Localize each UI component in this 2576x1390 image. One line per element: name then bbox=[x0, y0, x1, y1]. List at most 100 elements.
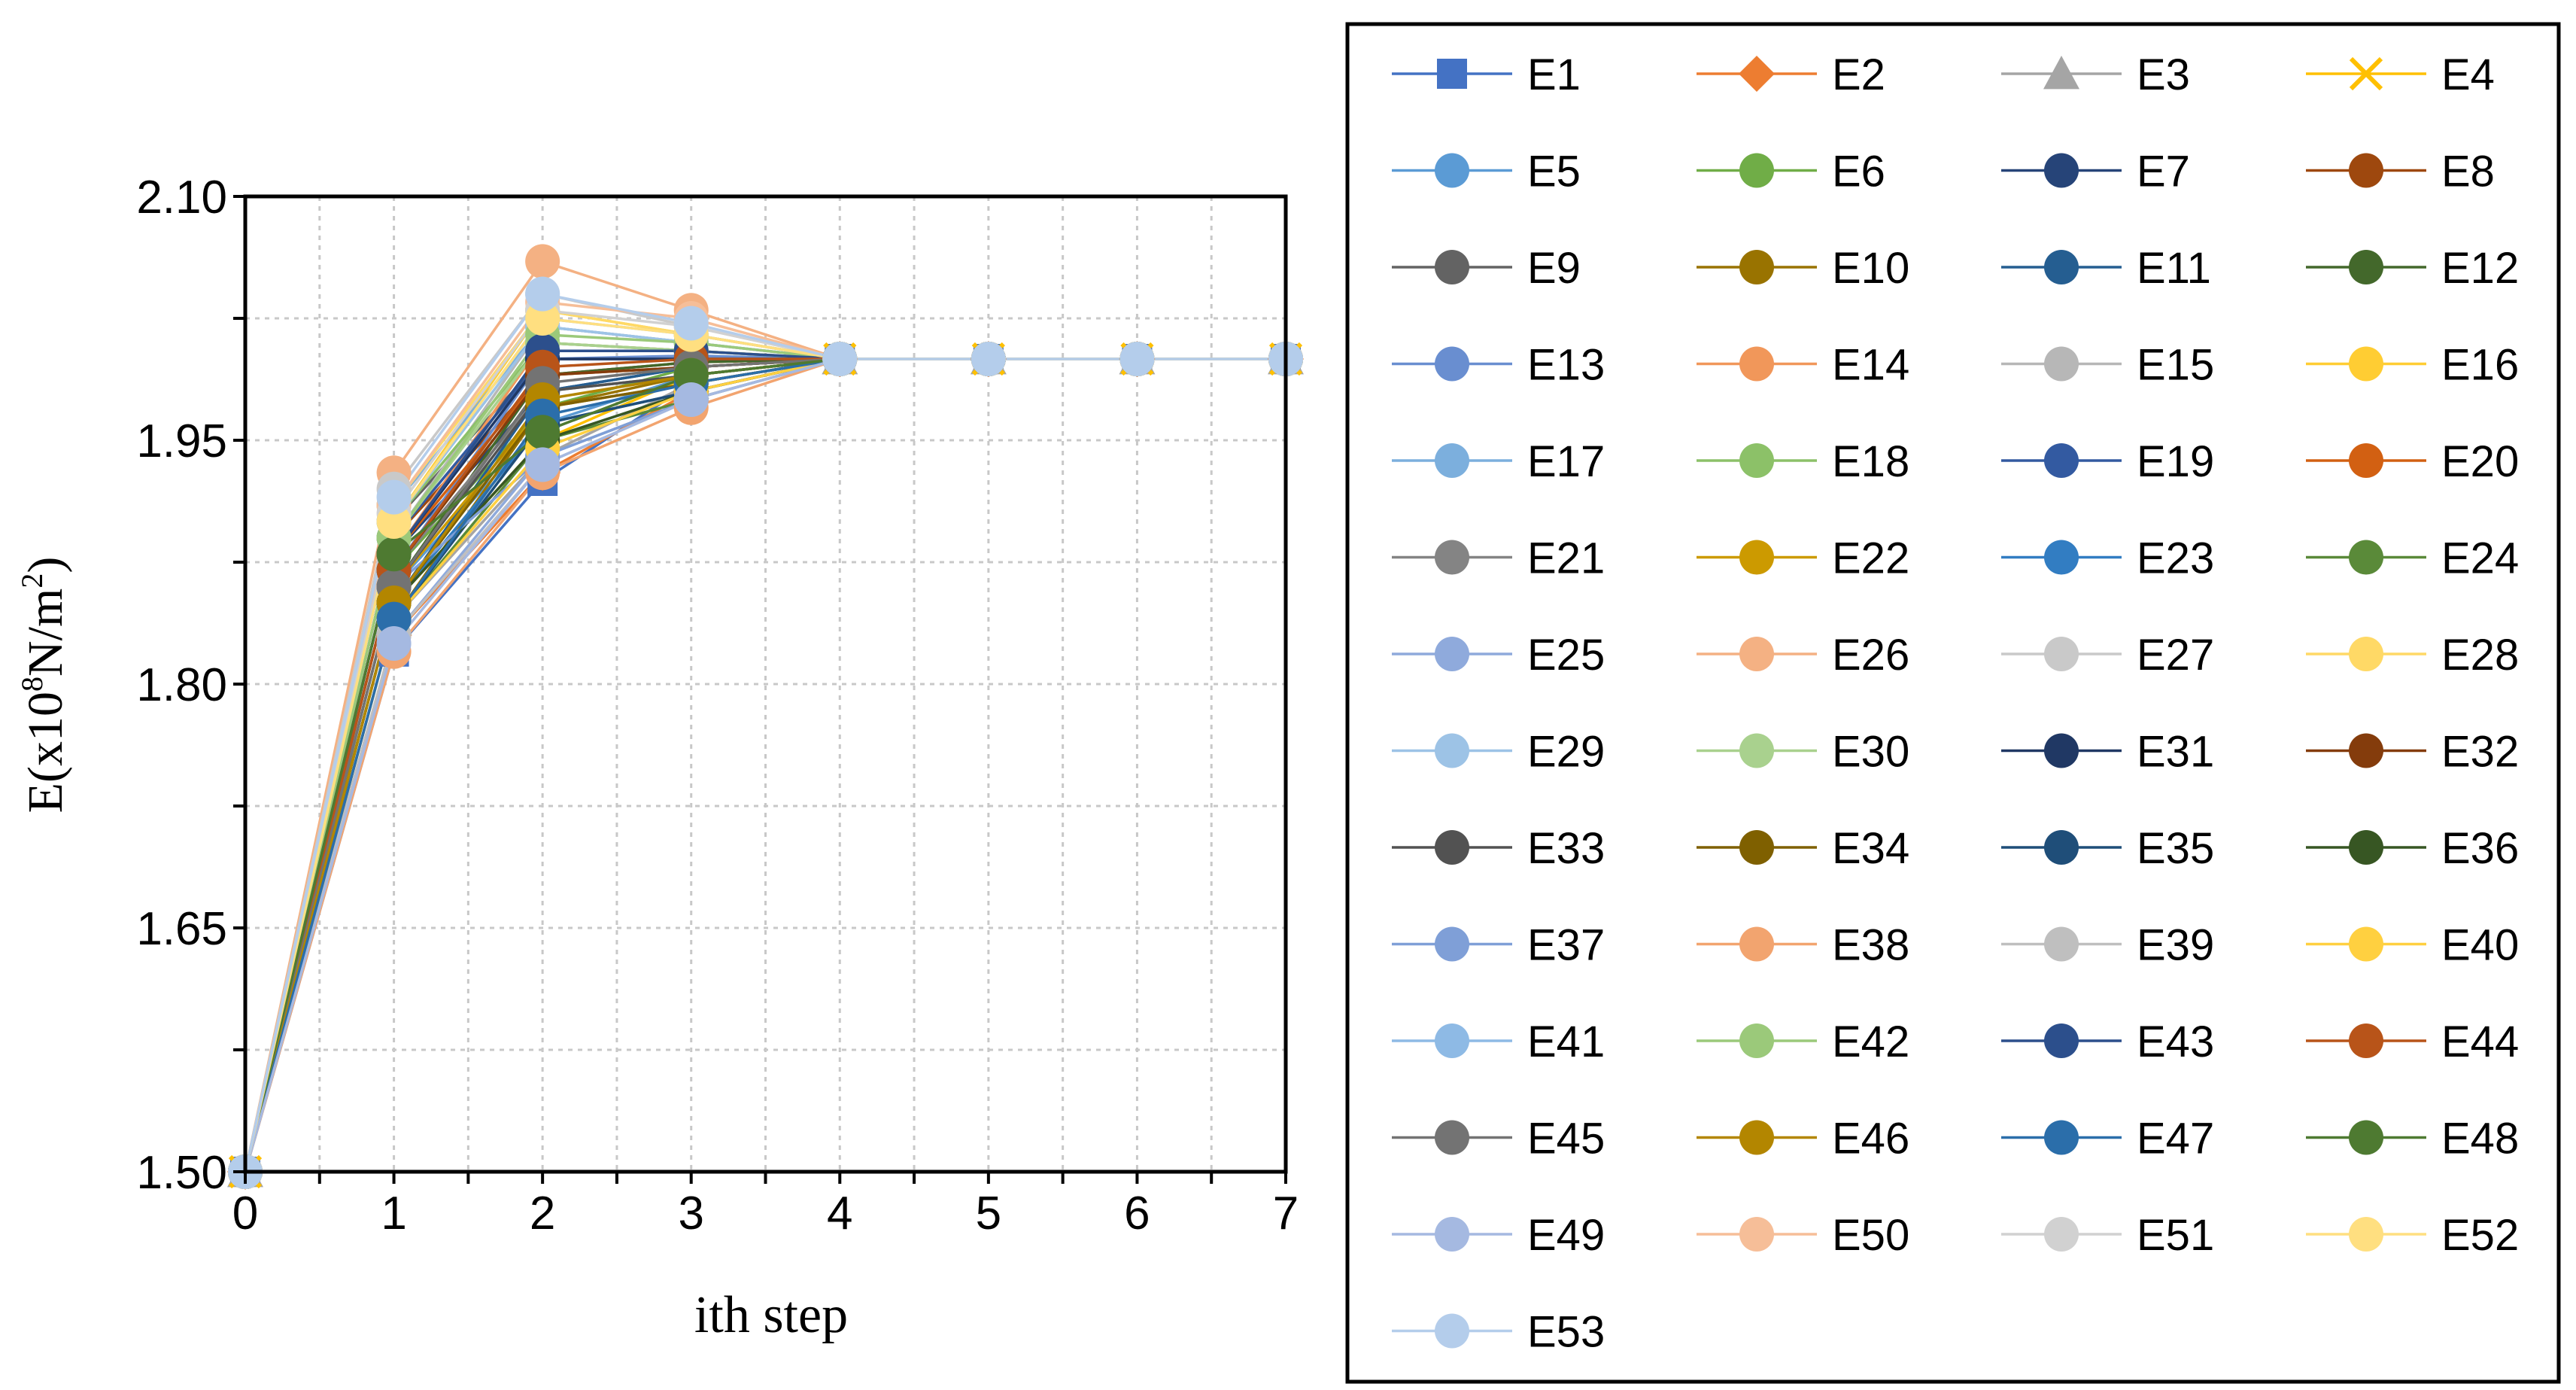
series-marker bbox=[2349, 733, 2383, 768]
legend-item: E1 bbox=[1392, 50, 1581, 99]
legend-label: E42 bbox=[1832, 1017, 1909, 1066]
legend-label: E43 bbox=[2137, 1017, 2214, 1066]
legend-item: E27 bbox=[2001, 631, 2214, 680]
legend-label: E2 bbox=[1832, 50, 1885, 99]
legend-item: E44 bbox=[2306, 1017, 2519, 1066]
x-axis-label: ith step bbox=[694, 1286, 848, 1344]
legend-item: E17 bbox=[1392, 437, 1605, 486]
series-marker bbox=[1435, 443, 1469, 478]
series-marker bbox=[376, 479, 412, 515]
series-marker bbox=[1437, 59, 1467, 89]
legend-item: E37 bbox=[1392, 921, 1605, 970]
series-marker bbox=[1119, 342, 1155, 376]
legend-item: E41 bbox=[1392, 1017, 1605, 1066]
series-marker bbox=[2044, 637, 2079, 671]
series-marker bbox=[2349, 1217, 2383, 1252]
x-tick-label: 0 bbox=[232, 1188, 258, 1239]
legend-label: E38 bbox=[1832, 921, 1909, 970]
series-marker bbox=[1435, 540, 1469, 575]
y-axis-label-units-exponent: 2 bbox=[15, 573, 49, 589]
series-marker bbox=[1739, 346, 1774, 382]
series-marker bbox=[1435, 153, 1469, 188]
series-marker bbox=[2349, 153, 2383, 188]
y-axis-label-exponent: 8 bbox=[15, 677, 49, 692]
legend: E1 E2 E3 E4 E5 E6 E7 E8 E9 E10 E11 E12 E13 E14 E15 E16 E… bbox=[1392, 50, 2519, 1357]
x-tick-label: 6 bbox=[1124, 1188, 1150, 1239]
legend-label: E32 bbox=[2441, 728, 2519, 777]
series-marker bbox=[2349, 443, 2383, 478]
series-marker bbox=[525, 447, 560, 482]
series-marker bbox=[525, 244, 560, 279]
legend-item: E36 bbox=[2306, 824, 2519, 873]
legend-item: E42 bbox=[1697, 1017, 1909, 1066]
legend-item: E7 bbox=[2001, 148, 2190, 196]
legend-label: E33 bbox=[1527, 824, 1605, 873]
legend-label: E37 bbox=[1527, 921, 1605, 970]
legend-item: E12 bbox=[2306, 244, 2519, 293]
legend-label: E16 bbox=[2441, 341, 2519, 390]
series-marker bbox=[2044, 153, 2079, 188]
legend-label: E1 bbox=[1527, 50, 1581, 99]
legend-item: E21 bbox=[1392, 534, 1605, 583]
legend-item: E51 bbox=[2001, 1211, 2214, 1260]
legend-item: E35 bbox=[2001, 824, 2214, 873]
series-marker bbox=[1435, 830, 1469, 865]
series-marker bbox=[2044, 250, 2079, 284]
series-marker bbox=[376, 626, 412, 661]
series-marker bbox=[971, 342, 1006, 376]
series-marker bbox=[1739, 56, 1775, 92]
series-marker bbox=[673, 306, 709, 341]
legend-label: E36 bbox=[2441, 824, 2519, 873]
series-marker bbox=[2349, 830, 2383, 865]
series-marker bbox=[1739, 540, 1774, 575]
legend-label: E40 bbox=[2441, 921, 2519, 970]
series-marker bbox=[2044, 733, 2079, 768]
y-axis-label-text: E(x10 bbox=[18, 692, 73, 813]
legend-item: E32 bbox=[2306, 728, 2519, 777]
legend-item: E14 bbox=[1697, 341, 1909, 390]
legend-item: E19 bbox=[2001, 437, 2214, 486]
series-marker bbox=[1435, 1023, 1469, 1058]
legend-item: E49 bbox=[1392, 1211, 1605, 1260]
legend-item: E3 bbox=[2001, 50, 2190, 99]
legend-label: E22 bbox=[1832, 534, 1909, 583]
series-marker bbox=[2044, 346, 2079, 382]
x-tick-label: 5 bbox=[976, 1188, 1001, 1239]
legend-item: E22 bbox=[1697, 534, 1909, 583]
legend-item: E30 bbox=[1697, 728, 1909, 777]
legend-item: E48 bbox=[2306, 1115, 2519, 1163]
series-marker bbox=[1739, 733, 1774, 768]
series-marker bbox=[376, 601, 412, 637]
legend-item: E4 bbox=[2306, 50, 2495, 99]
y-tick-label: 2.10 bbox=[136, 172, 227, 224]
legend-item: E18 bbox=[1697, 437, 1909, 486]
legend-item: E46 bbox=[1697, 1115, 1909, 1163]
legend-item: E11 bbox=[2001, 244, 2211, 293]
legend-item: E9 bbox=[1392, 244, 1581, 293]
series-marker bbox=[2349, 56, 2383, 91]
legend-item: E25 bbox=[1392, 631, 1605, 680]
legend-label: E50 bbox=[1832, 1211, 1909, 1260]
legend-label: E48 bbox=[2441, 1115, 2519, 1163]
legend-label: E14 bbox=[1832, 341, 1909, 390]
series-marker bbox=[1739, 637, 1774, 671]
series-marker bbox=[1435, 1217, 1469, 1252]
legend-label: E9 bbox=[1527, 244, 1581, 293]
legend-label: E23 bbox=[2137, 534, 2214, 583]
series-marker bbox=[2044, 1217, 2079, 1252]
legend-label: E49 bbox=[1527, 1211, 1605, 1260]
legend-item: E16 bbox=[2306, 341, 2519, 390]
legend-label: E17 bbox=[1527, 437, 1605, 486]
series-marker bbox=[2044, 926, 2079, 962]
legend-label: E6 bbox=[1832, 148, 1885, 196]
legend-label: E3 bbox=[2137, 50, 2190, 99]
legend-label: E52 bbox=[2441, 1211, 2519, 1260]
series-marker bbox=[1739, 443, 1774, 478]
series-marker bbox=[525, 415, 560, 450]
legend-item: E40 bbox=[2306, 921, 2519, 970]
series-marker bbox=[1739, 926, 1774, 962]
legend-label: E18 bbox=[1832, 437, 1909, 486]
legend-label: E12 bbox=[2441, 244, 2519, 293]
y-axis-label-close: ) bbox=[18, 557, 73, 573]
series-marker bbox=[525, 276, 560, 312]
